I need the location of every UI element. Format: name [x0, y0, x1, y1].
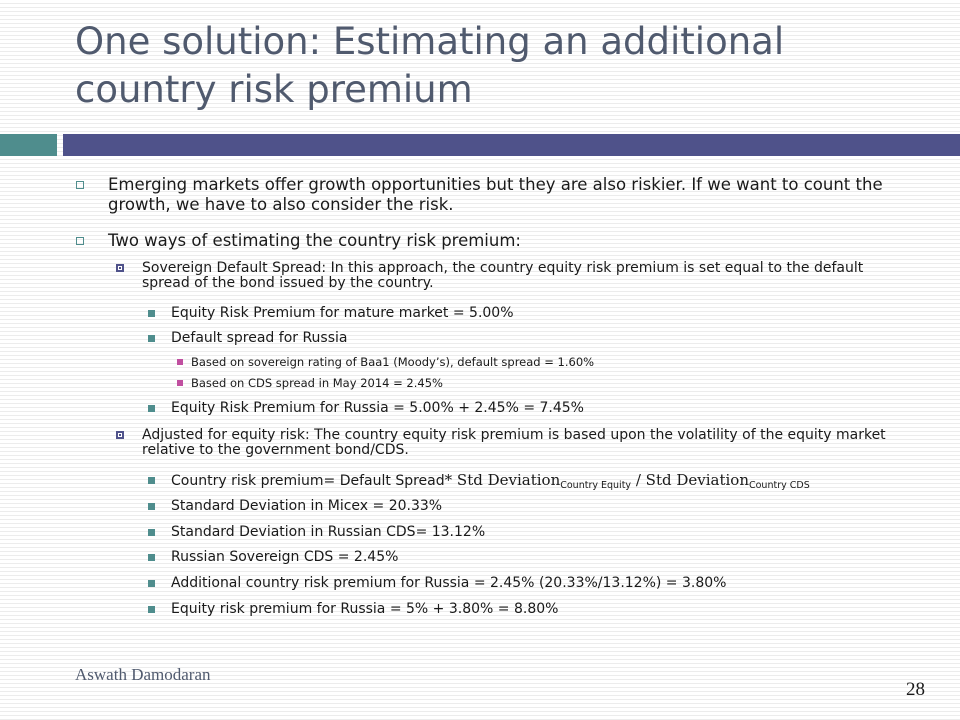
- approach-text: Sovereign Default Spread: In this approa…: [142, 260, 864, 291]
- item-text: Equity Risk Premium for mature market = …: [171, 305, 514, 321]
- list-item: Equity Risk Premium for Russia = 5.00% +…: [148, 400, 911, 417]
- footer-author: Aswath Damodaran: [75, 665, 211, 684]
- bullet-text: Emerging markets offer growth opportunit…: [108, 175, 883, 214]
- filled-square-bullet-icon: [148, 503, 155, 510]
- item-text: Standard Deviation in Russian CDS= 13.12…: [171, 524, 486, 540]
- magenta-square-bullet-icon: [177, 359, 183, 365]
- list-item: Standard Deviation in Russian CDS= 13.12…: [148, 524, 911, 541]
- slash: /: [635, 471, 641, 489]
- bullet-emerging-markets: Emerging markets offer growth opportunit…: [76, 175, 908, 215]
- sub-item-text: Based on sovereign rating of Baa1 (Moody…: [191, 355, 595, 369]
- subscript-country-equity: Country Equity: [560, 480, 632, 491]
- filled-square-bullet-icon: [148, 310, 155, 317]
- formula-item: Country risk premium= Default Spread* St…: [148, 471, 911, 491]
- item-text: Standard Deviation in Micex = 20.33%: [171, 498, 443, 514]
- title-accent-bar-left: [0, 134, 57, 156]
- filled-square-bullet-icon: [148, 405, 155, 412]
- bullet-two-ways: Two ways of estimating the country risk …: [76, 231, 908, 251]
- boxed-bullet-icon: [116, 431, 124, 439]
- list-item: Equity risk premium for Russia = 5% + 3.…: [148, 601, 911, 618]
- filled-square-bullet-icon: [148, 529, 155, 536]
- boxed-bullet-icon: [116, 264, 124, 272]
- list-item: Additional country risk premium for Russ…: [148, 575, 911, 592]
- list-item: Russian Sovereign CDS = 2.45%: [148, 549, 911, 566]
- filled-square-bullet-icon: [148, 606, 155, 613]
- item-text: Equity risk premium for Russia = 5% + 3.…: [171, 601, 559, 617]
- list-item: Standard Deviation in Micex = 20.33%: [148, 498, 911, 515]
- filled-square-bullet-icon: [148, 580, 155, 587]
- title-accent-bar-right: [63, 134, 960, 156]
- square-bullet-icon: [76, 237, 84, 245]
- page-number: 28: [906, 679, 925, 700]
- filled-square-bullet-icon: [148, 554, 155, 561]
- sub-item-text: Based on CDS spread in May 2014 = 2.45%: [191, 376, 443, 390]
- formula-prefix: Country risk premium= Default Spread: [171, 473, 445, 489]
- sub-list-item: Based on sovereign rating of Baa1 (Moody…: [177, 355, 891, 369]
- item-text: Additional country risk premium for Russ…: [171, 575, 727, 591]
- magenta-square-bullet-icon: [177, 380, 183, 386]
- square-bullet-icon: [76, 181, 84, 189]
- list-item: Default spread for Russia: [148, 330, 911, 347]
- approach-sovereign-default-spread: Sovereign Default Spread: In this approa…: [116, 260, 912, 291]
- std-dev-label: Std Deviation: [456, 471, 561, 489]
- list-item: Equity Risk Premium for mature market = …: [148, 305, 911, 322]
- multiply-sign: *: [444, 471, 457, 489]
- subscript-country-cds: Country CDS: [748, 480, 810, 491]
- item-text: Default spread for Russia: [171, 330, 348, 346]
- bullet-text: Two ways of estimating the country risk …: [108, 231, 521, 250]
- filled-square-bullet-icon: [148, 477, 155, 484]
- slide-title: One solution: Estimating an additional c…: [75, 20, 785, 111]
- std-dev-label: Std Deviation: [645, 471, 749, 489]
- approach-text: Adjusted for equity risk: The country eq…: [142, 427, 886, 458]
- approach-adjusted-equity-risk: Adjusted for equity risk: The country eq…: [116, 427, 912, 458]
- item-text: Equity Risk Premium for Russia = 5.00% +…: [171, 400, 584, 416]
- item-text: Russian Sovereign CDS = 2.45%: [171, 549, 399, 565]
- sub-list-item: Based on CDS spread in May 2014 = 2.45%: [177, 376, 891, 390]
- filled-square-bullet-icon: [148, 335, 155, 342]
